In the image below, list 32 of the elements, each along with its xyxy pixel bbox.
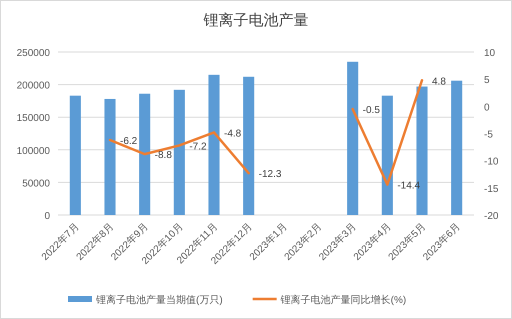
bar — [174, 90, 185, 215]
legend-label: 锂离子电池产量当期值(万只) — [95, 294, 223, 306]
y2-tick-label: -15 — [484, 184, 499, 195]
y2-tick-label: -5 — [484, 130, 494, 140]
y-tick-label: 250000 — [16, 48, 50, 59]
y2-tick-label: 10 — [484, 48, 496, 59]
bar — [208, 74, 220, 215]
data-label: -6.2 — [120, 136, 138, 148]
legend-label: 锂离子电池产量同比增长(%) — [280, 294, 406, 306]
bar — [243, 76, 254, 215]
y-tick-label: 200000 — [16, 80, 50, 92]
data-label: -12.3 — [258, 169, 282, 180]
data-label: 4.8 — [432, 76, 446, 88]
data-label: -8.8 — [154, 150, 172, 162]
bar — [139, 94, 150, 215]
y2-tick-label: -20 — [484, 211, 499, 222]
bar — [347, 62, 358, 215]
data-label: -0.5 — [362, 105, 380, 116]
bar — [451, 80, 462, 215]
bar — [70, 96, 81, 215]
y2-tick-label: -10 — [484, 156, 499, 168]
bar — [104, 98, 116, 215]
chart-title: 锂离子电池产量 — [202, 12, 308, 29]
y-tick-label: 50000 — [22, 178, 50, 190]
bar — [382, 96, 393, 215]
data-label: -4.8 — [224, 128, 242, 140]
y2-tick-label: 5 — [484, 75, 490, 86]
y-tick-label: 0 — [44, 211, 50, 222]
y-tick-label: 100000 — [16, 146, 50, 157]
y-tick-label: 150000 — [16, 113, 50, 124]
data-label: -7.2 — [189, 141, 208, 152]
y2-tick-label: 0 — [484, 102, 490, 114]
